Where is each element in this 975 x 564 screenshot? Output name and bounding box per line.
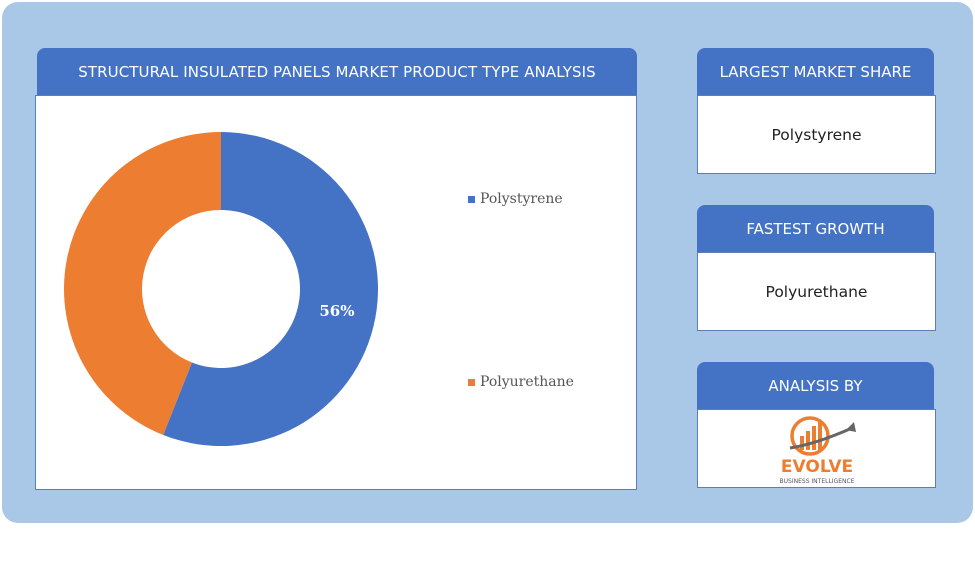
- legend-label-polyurethane: Polyurethane: [480, 374, 574, 390]
- donut-slice-polystyrene: [163, 132, 378, 446]
- chart-card: 56% Polystyrene Polyurethane: [35, 95, 637, 490]
- donut-chart: 56%: [63, 131, 378, 446]
- logo-subtext: BUSINESS INTELLIGENCE: [780, 478, 855, 485]
- logo-ring-icon: [790, 416, 830, 456]
- legend-label-polystyrene: Polystyrene: [480, 191, 563, 207]
- legend-swatch-polystyrene: [468, 195, 475, 203]
- legend-swatch-polyurethane: [468, 378, 475, 386]
- logo-text: EVOLVE: [781, 457, 853, 477]
- logo-arrow-icon: [789, 426, 853, 450]
- logo-arrowhead-icon: [846, 422, 856, 432]
- analysis-by-header: ANALYSIS BY: [697, 362, 934, 409]
- data-label-polystyrene: 56%: [319, 302, 354, 320]
- logo-bar-icon: [818, 422, 822, 450]
- logo-bar-icon: [812, 426, 816, 450]
- donut-slice-polyurethane: [63, 131, 221, 435]
- logo-bar-icon: [800, 436, 804, 450]
- largest-share-header: LARGEST MARKET SHARE: [697, 48, 934, 95]
- legend-item-polyurethane: Polyurethane: [468, 374, 574, 390]
- logo-bar-icon: [806, 431, 810, 450]
- legend-item-polystyrene: Polystyrene: [468, 191, 563, 207]
- chart-title: STRUCTURAL INSULATED PANELS MARKET PRODU…: [37, 48, 637, 95]
- fastest-growth-value: Polyurethane: [765, 282, 868, 301]
- largest-share-card: Polystyrene: [697, 95, 936, 174]
- fastest-growth-header: FASTEST GROWTH: [697, 205, 934, 252]
- largest-share-value: Polystyrene: [771, 125, 862, 144]
- analysis-by-card: [697, 409, 936, 488]
- fastest-growth-card: Polyurethane: [697, 252, 936, 331]
- evolve-logo: EVOLVE BUSINESS INTELLIGENCE: [780, 416, 856, 485]
